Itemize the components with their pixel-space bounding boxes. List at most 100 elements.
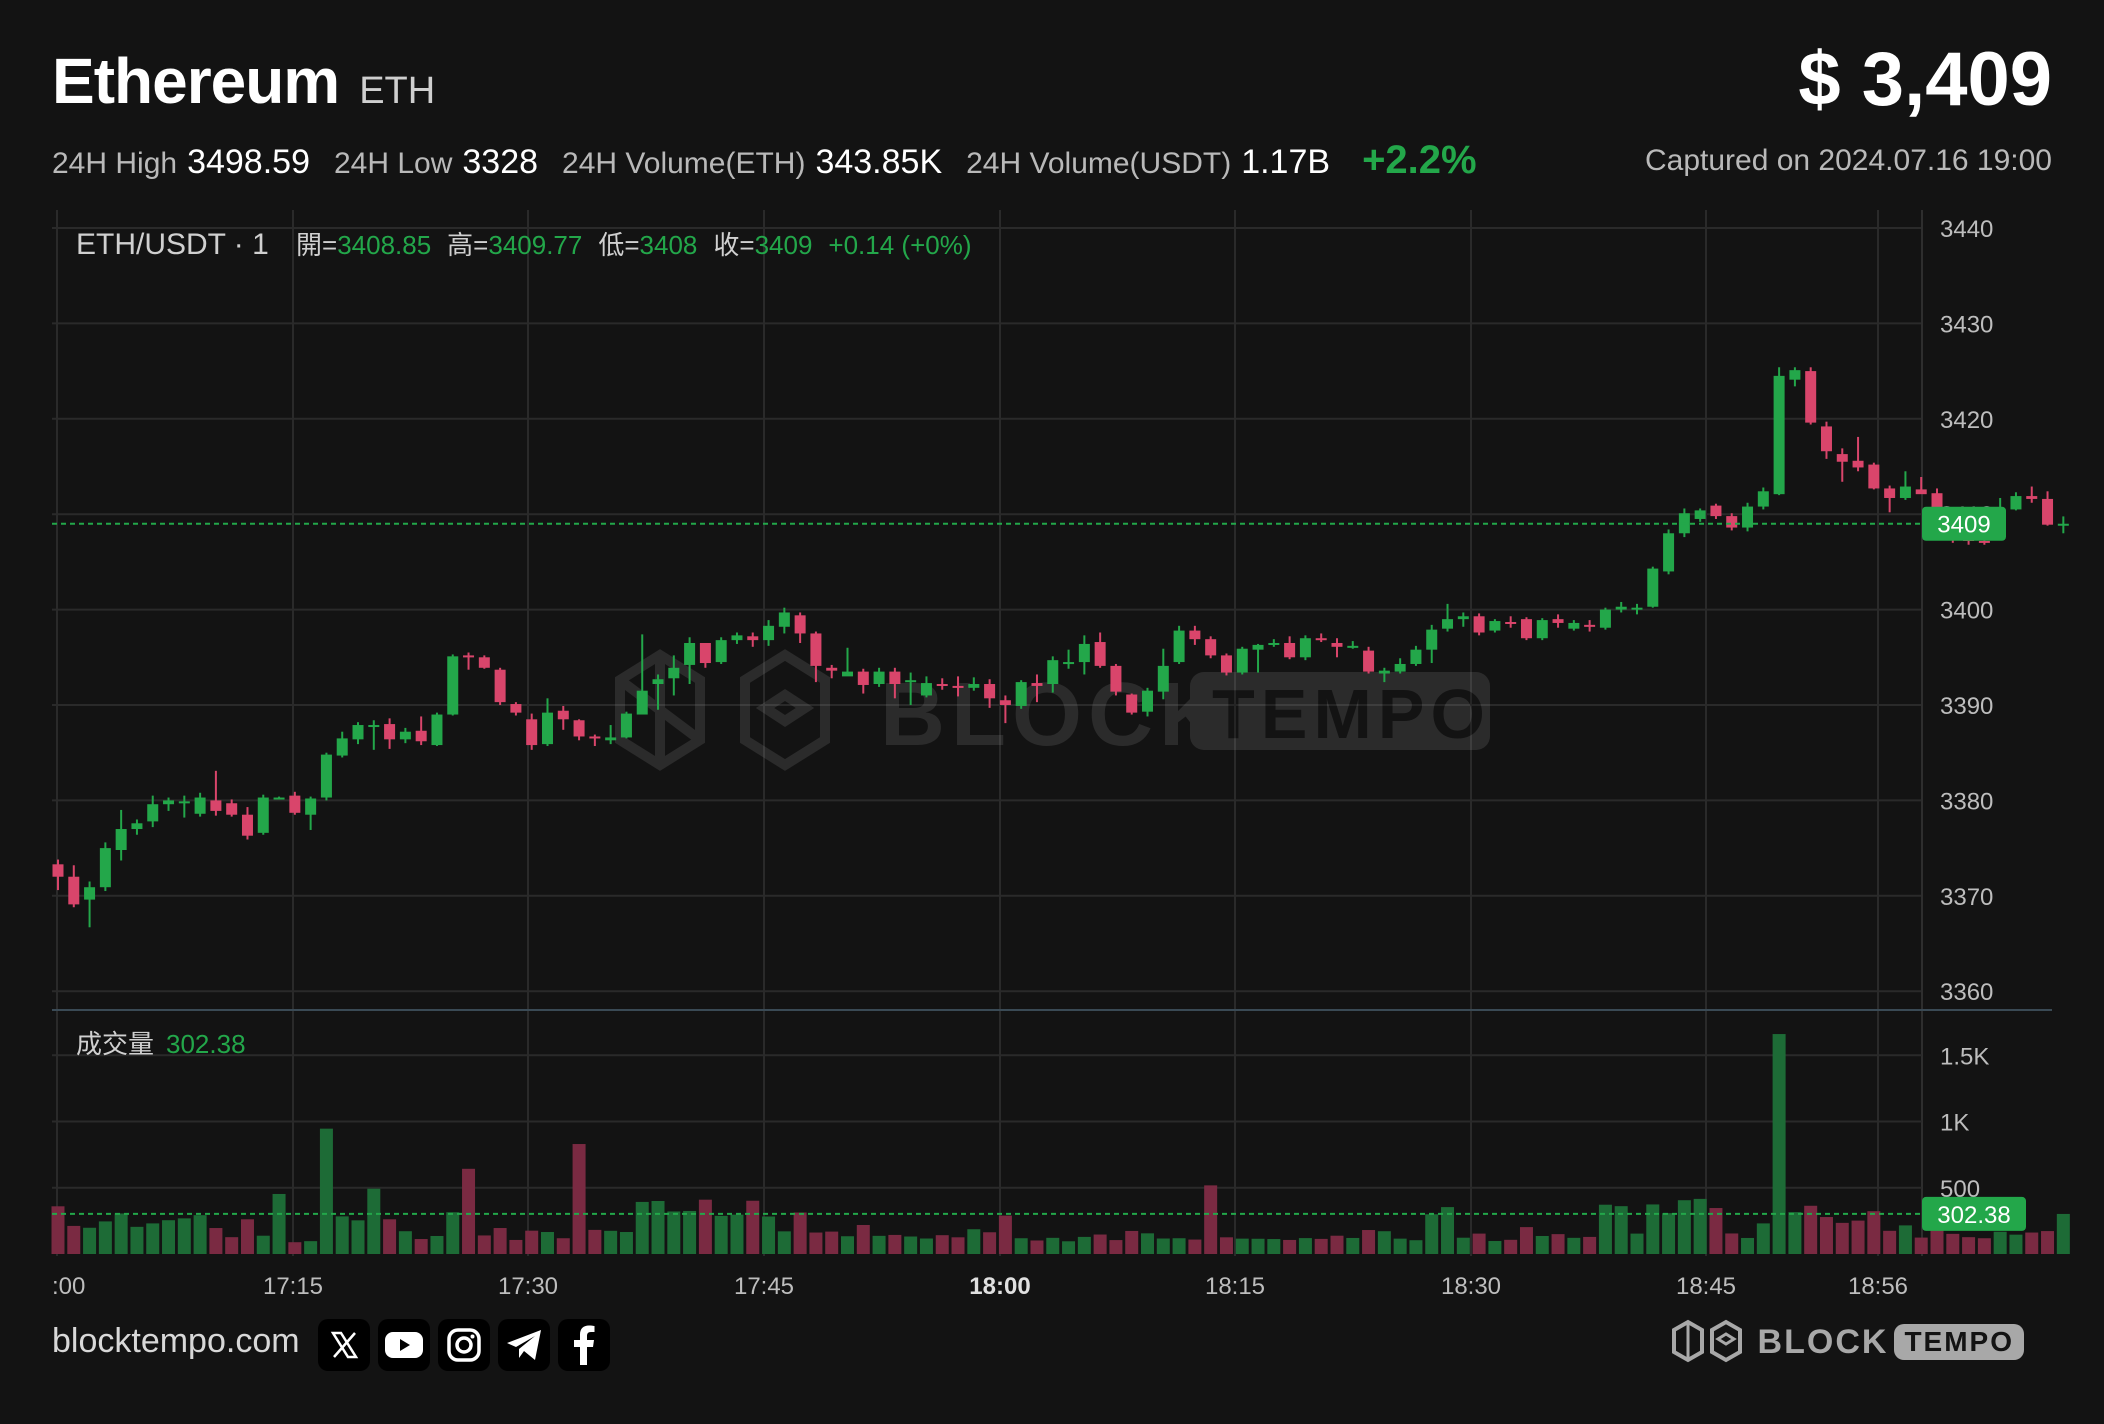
volume-bar — [351, 1220, 365, 1254]
last-volume-label: 302.38 — [1937, 1202, 2010, 1229]
volume-bar — [667, 1211, 681, 1254]
time-tick-label: 18:56 — [1848, 1273, 1908, 1300]
candle-body — [1520, 619, 1532, 639]
high-value: 3498.59 — [187, 143, 310, 181]
volume-bar — [304, 1241, 318, 1254]
volume-bar — [888, 1234, 902, 1254]
volume-bar — [619, 1232, 633, 1254]
volume-bar — [525, 1230, 539, 1254]
candle-body — [1047, 660, 1059, 685]
candle-body — [1899, 486, 1911, 498]
candle-body — [794, 615, 806, 634]
coin-symbol: ETH — [359, 70, 436, 112]
volume-bar — [1298, 1238, 1312, 1254]
vol-usdt-value: 1.17B — [1241, 143, 1331, 181]
volume-bar — [1125, 1230, 1139, 1254]
candle-body — [1884, 488, 1896, 498]
candle-body — [1284, 642, 1296, 658]
candle-body — [1363, 650, 1375, 672]
volume-bar — [51, 1206, 65, 1254]
price-tick-label: 3360 — [1940, 979, 1993, 1006]
brand-logo-icon — [1671, 1319, 1742, 1363]
brand-tempo: TEMPO — [1894, 1324, 2024, 1360]
candle-body — [1189, 630, 1201, 640]
candle-body — [352, 725, 364, 740]
candle-body — [1599, 609, 1611, 628]
volume-bar — [1472, 1233, 1486, 1254]
price-tick-label: 3420 — [1940, 407, 1993, 434]
candle-body — [1852, 460, 1864, 468]
volume-bar — [256, 1235, 270, 1254]
volume-bar — [1977, 1238, 1991, 1254]
volume-bar — [1883, 1230, 1897, 1254]
candle-body — [399, 731, 411, 740]
candle-body — [1757, 491, 1769, 507]
volume-bar — [1504, 1239, 1518, 1254]
candle-body — [1773, 375, 1785, 495]
instagram-icon[interactable] — [438, 1319, 490, 1371]
candle-body — [320, 754, 332, 798]
volume-bar — [1772, 1034, 1786, 1254]
volume-bar — [130, 1226, 144, 1254]
time-tick-label: 18:15 — [1205, 1273, 1265, 1300]
volume-bar — [509, 1239, 523, 1254]
volume-bar — [1441, 1207, 1455, 1254]
legend-open: 3408.85 — [337, 230, 431, 260]
youtube-icon[interactable] — [378, 1319, 430, 1371]
volume-tick-label: 1.5K — [1940, 1043, 1989, 1070]
price-tick-label: 3380 — [1940, 788, 1993, 815]
candle-body — [984, 684, 996, 699]
candle-body — [605, 737, 617, 741]
candle-body — [1647, 568, 1659, 607]
candle-body — [1347, 645, 1359, 648]
candle-body — [1457, 616, 1469, 620]
time-tick-label: 18:30 — [1441, 1273, 1501, 1300]
volume-bar — [162, 1220, 176, 1254]
candle-body — [573, 720, 585, 737]
candle-body — [68, 876, 80, 905]
candle-body — [257, 797, 269, 833]
price-tick-label: 3440 — [1940, 216, 1993, 243]
candle-body — [1615, 606, 1627, 610]
brand-block: BLOCK — [1757, 1322, 1889, 1361]
volume-bar — [1709, 1208, 1723, 1254]
candle-body — [526, 719, 538, 746]
volume-bar — [240, 1219, 254, 1254]
volume-bar — [1488, 1241, 1502, 1254]
volume-bar — [2056, 1213, 2070, 1254]
vol-eth-label: 24H Volume(ETH) — [562, 147, 806, 180]
candle-body — [1915, 489, 1927, 495]
candle-body — [99, 848, 111, 888]
volume-bars — [51, 1034, 2070, 1254]
footer-site-link[interactable]: blocktempo.com — [52, 1322, 300, 1360]
volume-bar — [1046, 1237, 1060, 1254]
volume-bar — [1188, 1239, 1202, 1254]
volume-bar — [1204, 1185, 1218, 1254]
title-row: Ethereum ETH — [52, 44, 435, 118]
facebook-icon[interactable] — [558, 1319, 610, 1371]
volume-bar — [1409, 1240, 1423, 1254]
candle-body — [1378, 670, 1390, 674]
volume-bar — [1014, 1238, 1028, 1254]
x-icon[interactable] — [318, 1319, 370, 1371]
candle-body — [1663, 533, 1675, 572]
volume-bar — [414, 1239, 428, 1254]
volume-bar — [1914, 1237, 1928, 1254]
volume-bar — [1172, 1238, 1186, 1254]
candle-body — [699, 642, 711, 664]
volume-bar — [1788, 1212, 1802, 1254]
volume-bar — [1109, 1240, 1123, 1254]
volume-bar — [209, 1228, 223, 1254]
candle-body — [842, 671, 853, 677]
candle-body — [1631, 607, 1643, 610]
candle-body — [1110, 665, 1122, 692]
candle-body — [889, 671, 901, 685]
volume-bar — [1314, 1238, 1328, 1254]
volume-bar — [1393, 1238, 1407, 1254]
volume-bar — [1267, 1239, 1281, 1254]
volume-bar — [683, 1210, 697, 1254]
telegram-icon[interactable] — [498, 1319, 550, 1371]
volume-bar — [1662, 1213, 1676, 1254]
legend-low: 3408 — [640, 230, 698, 260]
volume-bar — [98, 1221, 112, 1254]
